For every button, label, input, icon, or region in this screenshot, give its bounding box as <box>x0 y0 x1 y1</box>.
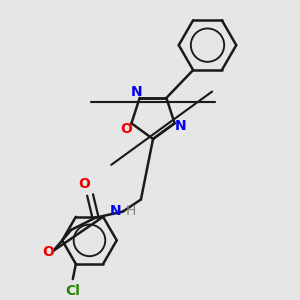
Text: O: O <box>42 245 54 259</box>
Text: H: H <box>126 204 136 218</box>
Text: N: N <box>175 119 187 133</box>
Text: Cl: Cl <box>65 284 80 298</box>
Text: N: N <box>110 204 122 218</box>
Text: O: O <box>79 177 91 191</box>
Text: N: N <box>131 85 142 100</box>
Text: O: O <box>120 122 132 136</box>
